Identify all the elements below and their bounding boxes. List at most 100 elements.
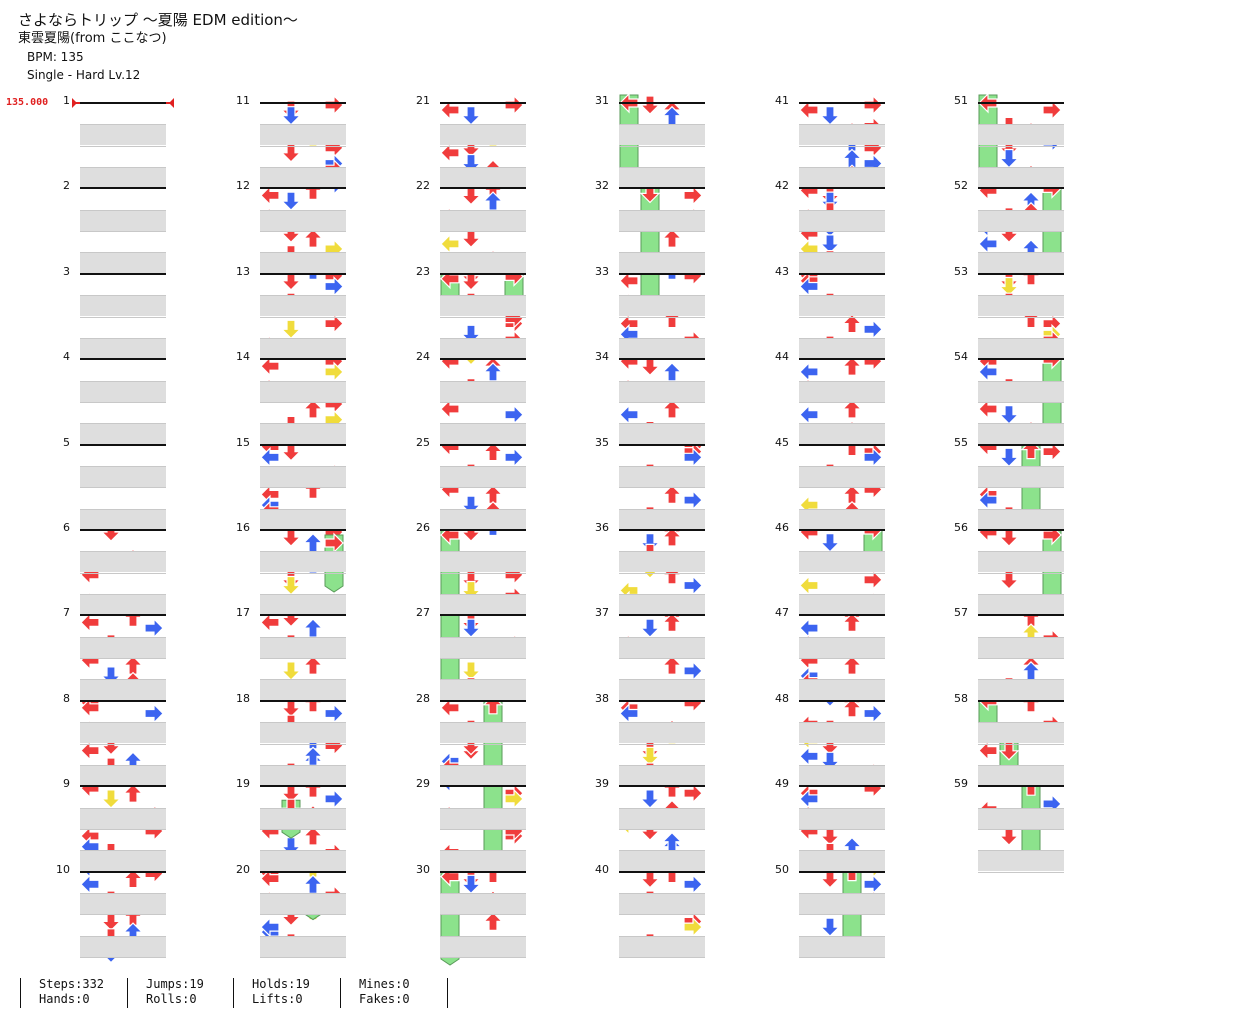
beat-line [260,743,346,745]
beat-band [80,209,166,231]
beat-line [440,594,526,596]
beat-band [978,380,1064,402]
column-end [619,957,705,958]
beat-band [799,465,885,487]
down-arrow-icon [460,874,482,895]
beat-line [619,380,705,382]
chart-statistics: Steps:332 Hands:0 Jumps:19 Rolls:0 Holds… [0,975,1238,1024]
beat-band [80,594,166,616]
beat-band [619,722,705,744]
beat-line [260,722,346,724]
beat-line [440,679,526,681]
measure-number: 32 [595,179,609,193]
measure-line [260,870,346,873]
beat-line [619,764,705,766]
beat-line [978,594,1064,596]
bpm-change-label: 135.000 [6,97,49,108]
beat-band [80,337,166,359]
beat-line [978,465,1064,467]
beat-line [80,828,166,830]
measure-line [619,443,705,446]
left-arrow-icon [260,916,280,938]
beat-line [978,764,1064,766]
measure-number: 31 [595,94,609,107]
measure-line [260,785,346,788]
right-arrow-icon [144,617,164,639]
beat-line [260,316,346,318]
beat-band [978,679,1064,701]
right-arrow-icon [324,532,344,554]
stat-fakes: Fakes:0 [359,992,410,1006]
beat-line [799,423,885,425]
beat-line [440,743,526,745]
beat-line [619,551,705,553]
beat-line [978,658,1064,660]
beat-band [799,252,885,274]
stat-hands: Hands:0 [39,992,90,1006]
beat-line [799,807,885,809]
stat-separator [20,978,21,1008]
beat-line [80,167,166,169]
left-arrow-icon [799,745,819,767]
beat-line [440,295,526,297]
measure-line [80,187,166,190]
down-arrow-icon [280,319,302,340]
measure-number: 47 [775,606,789,620]
down-arrow-icon [998,405,1020,425]
beat-line [978,167,1064,169]
beat-band [80,295,166,317]
measure-line [978,358,1064,361]
measure-number: 38 [595,691,609,705]
beat-band [80,167,166,189]
right-arrow-icon [504,788,524,810]
right-arrow-icon [504,446,524,468]
measure-number: 9 [63,777,70,791]
beat-band [80,679,166,701]
beat-line [619,850,705,852]
beat-band [80,722,166,744]
column-end [80,957,166,958]
beat-line [260,807,346,809]
measure-number: 30 [416,862,430,876]
beat-line [260,594,346,596]
measure-line [619,187,705,190]
beat-band [978,423,1064,445]
beat-line [619,145,705,147]
measure-line [440,870,526,873]
beat-line [80,423,166,425]
beat-line [260,572,346,574]
measure-number: 3 [63,264,70,278]
measure-line [80,272,166,275]
beat-line [260,892,346,894]
step-chart: 135.000 1 2 3 4 5 6 7 8 9 10 11 12 13 14 15 16 17 18 19 20 2… [6,92,1064,966]
beat-line [440,167,526,169]
beat-band [80,636,166,658]
beat-band [80,252,166,274]
beat-line [80,594,166,596]
up-arrow-icon [302,532,324,553]
right-arrow-icon [324,788,344,810]
beat-line [260,636,346,638]
measure-line [80,870,166,873]
beat-band [799,679,885,701]
measure-line [799,870,885,873]
up-arrow-icon [302,746,324,766]
beat-line [80,316,166,318]
down-arrow-icon [460,106,482,126]
beat-line [80,145,166,147]
measure-number: 5 [63,435,70,449]
measure-line [80,358,166,361]
beat-band [619,337,705,359]
measure-number: 54 [954,350,968,364]
beat-band [978,636,1064,658]
beat-band [799,337,885,359]
measure-number: 34 [595,350,609,364]
beat-band [978,807,1064,829]
measure-line [799,187,885,190]
measure-line [619,699,705,702]
up-arrow-icon [841,612,863,633]
beat-band [799,551,885,573]
beat-band [799,209,885,231]
measure-line [260,699,346,702]
beat-band [440,380,526,402]
